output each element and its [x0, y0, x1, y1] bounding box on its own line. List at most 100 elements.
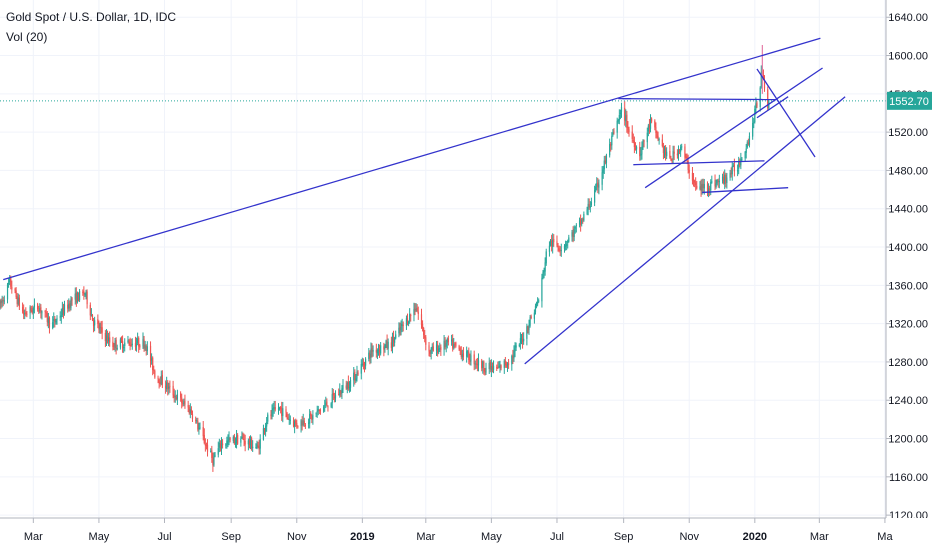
candle-body	[59, 316, 61, 318]
candle-body	[67, 304, 69, 309]
candle-body	[164, 385, 167, 389]
candle-body	[289, 419, 291, 421]
candle-body	[157, 377, 159, 379]
candle-body	[15, 290, 17, 297]
time-axis-panel[interactable]	[0, 518, 932, 550]
candle-body	[383, 346, 385, 350]
candle-body	[214, 455, 216, 457]
candle-body	[492, 365, 495, 370]
candle-body	[249, 438, 252, 446]
candle-body	[407, 321, 410, 325]
candle-body	[568, 237, 570, 242]
candle-body	[234, 441, 237, 443]
candle-body	[558, 248, 560, 251]
candle-body	[685, 157, 687, 159]
candle-body	[83, 291, 85, 295]
candle-body	[8, 283, 10, 285]
candle-body	[655, 127, 657, 134]
candle-body	[477, 359, 480, 366]
candle-body	[642, 140, 644, 146]
candle-body	[640, 153, 642, 156]
candle-body	[355, 378, 357, 381]
candle-body	[195, 419, 197, 421]
candle-body	[609, 144, 611, 156]
candle-body	[613, 131, 615, 133]
candle-body	[26, 313, 28, 315]
candle-body	[78, 291, 81, 301]
candle-body	[191, 414, 194, 419]
candle-body	[129, 342, 131, 346]
candle-body	[395, 334, 397, 339]
candle-body	[211, 450, 213, 458]
candle-body	[121, 341, 124, 349]
candle-body	[526, 326, 528, 339]
candle-body	[106, 336, 109, 343]
candle-body	[542, 271, 544, 278]
candle-body	[564, 245, 567, 247]
candle-body	[278, 407, 281, 409]
time-tick-label: May	[89, 531, 110, 543]
candle-body	[206, 444, 209, 452]
candle-body	[272, 408, 274, 411]
price-axis-panel[interactable]	[886, 0, 932, 518]
candle-body	[97, 319, 99, 324]
candle-body	[541, 277, 543, 302]
candle-body	[684, 146, 686, 158]
candle-body	[714, 180, 716, 187]
candle-body	[212, 457, 214, 466]
candle-body	[114, 340, 116, 347]
candle-body	[346, 382, 348, 390]
candle-body	[53, 319, 55, 322]
candle-body	[560, 250, 562, 252]
candle-body	[143, 339, 145, 348]
candle-body	[248, 441, 251, 445]
candle-body	[586, 209, 588, 214]
candle-body	[430, 348, 432, 354]
candle-body	[527, 326, 529, 331]
candle-body	[709, 188, 711, 190]
candle-body	[10, 277, 12, 287]
candle-body	[643, 140, 645, 142]
candle-body	[288, 418, 290, 420]
candle-body	[202, 427, 204, 437]
candle-body	[387, 341, 389, 349]
candle-body	[258, 445, 260, 450]
candle-body	[23, 310, 25, 315]
candle-body	[341, 388, 343, 394]
candle-body	[137, 338, 139, 344]
candle-body	[604, 160, 606, 163]
candle-body	[47, 317, 49, 324]
trendline	[644, 67, 823, 189]
candle-body	[372, 350, 374, 352]
candle-body	[146, 346, 148, 352]
candle-body	[390, 342, 392, 348]
candle-body	[228, 437, 230, 441]
candle-body	[455, 342, 457, 346]
candle-body	[687, 160, 689, 170]
price-tick-label: 1440.00	[888, 204, 928, 216]
candle-body	[401, 323, 403, 327]
volume-indicator-label[interactable]: Vol (20)	[6, 30, 47, 44]
candle-body	[392, 336, 395, 342]
candle-body	[174, 395, 176, 398]
candle-body	[439, 348, 441, 350]
candle-body	[626, 114, 628, 129]
candle-body	[595, 186, 597, 191]
candle-body	[376, 350, 379, 354]
candle-body	[583, 214, 585, 221]
candle-body	[473, 354, 475, 365]
candle-body	[695, 182, 697, 186]
candle-body	[55, 321, 57, 323]
candle-body	[39, 308, 41, 312]
chart-title[interactable]: Gold Spot / U.S. Dollar, 1D, IDC	[6, 10, 176, 24]
candle-body	[717, 180, 719, 182]
candle-body	[741, 158, 743, 160]
candle-body	[699, 186, 701, 189]
candle-body	[453, 344, 455, 348]
candle-body	[500, 365, 502, 369]
candle-body	[142, 338, 144, 347]
candle-body	[767, 89, 769, 109]
candle-body	[409, 313, 411, 322]
